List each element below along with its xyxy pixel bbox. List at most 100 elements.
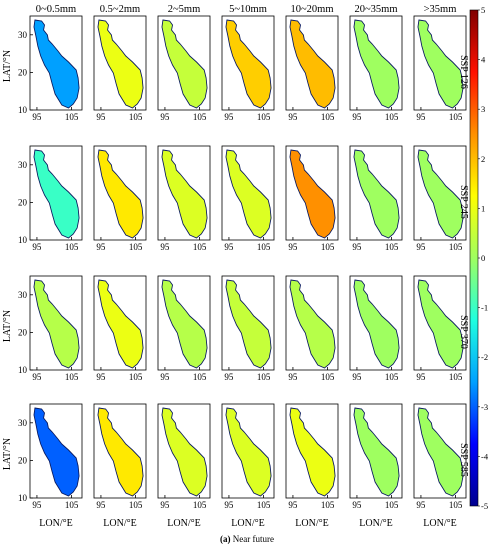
x-tick-label: 95 [288, 112, 298, 122]
x-tick-label: 105 [193, 372, 207, 382]
map-panel: 95 105 [93, 275, 147, 382]
x-tick-label: 95 [32, 372, 42, 382]
colorbar-tick-label: -1 [481, 303, 488, 313]
map-panel: 95 105 [93, 145, 147, 252]
y-axis-label: LAT/°N [2, 438, 13, 470]
x-tick-label: 105 [129, 242, 143, 252]
map-panel: 95 105 [285, 403, 339, 510]
column-label: 10~20mm [290, 4, 333, 15]
y-tick-label: 20 [18, 67, 28, 77]
y-tick-label: 10 [18, 105, 28, 115]
map-panel: 95 105 [349, 145, 403, 252]
x-axis-label: LON/°E [39, 518, 72, 529]
x-tick-label: 95 [352, 500, 362, 510]
x-tick-label: 95 [96, 372, 106, 382]
x-tick-label: 95 [224, 372, 234, 382]
x-tick-label: 105 [321, 112, 335, 122]
x-tick-label: 95 [160, 500, 170, 510]
map-panel: 95 105 [221, 275, 275, 382]
colorbar-tick-label: -2 [481, 352, 488, 362]
x-tick-label: 95 [416, 112, 426, 122]
row-label: SSP 126 [458, 55, 469, 89]
colorbar-tick-label: -5 [481, 501, 488, 511]
x-tick-label: 105 [321, 500, 335, 510]
x-tick-label: 95 [32, 112, 42, 122]
map-panel: 95 105 [285, 15, 339, 122]
map-panel: 10 20 30 95 105 [18, 403, 83, 510]
map-panel: 95 105 [413, 145, 467, 252]
colorbar-tick-label: 1 [481, 203, 485, 213]
column-labels: 0~0.5mm 0.5~2mm 2~5mm 5~10mm 10~20mm 20~35mm >… [36, 4, 457, 15]
x-axis-label: LON/°E [423, 518, 456, 529]
x-tick-label: 95 [352, 372, 362, 382]
column-label: 2~5mm [168, 4, 201, 15]
y-tick-label: 20 [18, 327, 28, 337]
map-panel: 95 105 [157, 403, 211, 510]
map-panel: 95 105 [413, 275, 467, 382]
x-tick-label: 105 [321, 242, 335, 252]
y-axis-labels: LAT/°N LAT/°N LAT/°N [2, 50, 13, 470]
x-tick-label: 95 [416, 500, 426, 510]
map-panel: 95 105 [221, 15, 275, 122]
row-labels: SSP 126 SSP 245 SSP 370 SSP 585 [458, 55, 469, 477]
caption-text: Near future [230, 534, 274, 544]
x-axis-labels: LON/°E LON/°E LON/°E LON/°E LON/°E LON/°E LON/… [39, 518, 456, 529]
map-panel: 95 105 [349, 403, 403, 510]
x-tick-label: 95 [96, 242, 106, 252]
map-panel: 10 20 30 95 105 [18, 15, 83, 122]
x-tick-label: 105 [385, 242, 399, 252]
x-tick-label: 105 [385, 500, 399, 510]
x-tick-label: 105 [65, 500, 79, 510]
x-tick-label: 105 [449, 500, 463, 510]
map-panel: 95 105 [285, 275, 339, 382]
x-tick-label: 95 [416, 372, 426, 382]
x-tick-label: 95 [160, 372, 170, 382]
y-tick-label: 30 [18, 290, 28, 300]
map-panel: 95 105 [221, 145, 275, 252]
colorbar-tick-label: 3 [481, 104, 485, 114]
caption-label: (a) [220, 534, 231, 544]
column-label: 0~0.5mm [36, 4, 76, 15]
x-tick-label: 105 [449, 112, 463, 122]
x-tick-label: 105 [193, 112, 207, 122]
y-tick-label: 30 [18, 160, 28, 170]
y-tick-label: 10 [18, 493, 28, 503]
x-tick-label: 105 [129, 112, 143, 122]
map-panel: 95 105 [413, 403, 467, 510]
figure-caption: (a) Near future [0, 534, 494, 544]
colorbar-tick-label: 5 [481, 5, 485, 15]
x-tick-label: 105 [65, 372, 79, 382]
x-tick-label: 95 [224, 500, 234, 510]
y-tick-label: 20 [18, 455, 28, 465]
x-axis-label: LON/°E [295, 518, 328, 529]
map-panel: 95 105 [349, 15, 403, 122]
x-tick-label: 95 [352, 112, 362, 122]
colorbar-tick-label: 2 [481, 154, 485, 164]
colorbar-tick-label: -3 [481, 402, 488, 412]
map-panel: 10 20 30 95 105 [18, 275, 83, 382]
x-tick-label: 95 [224, 112, 234, 122]
x-tick-label: 105 [257, 372, 271, 382]
y-axis-label: LAT/°N [2, 50, 13, 82]
x-tick-label: 105 [65, 112, 79, 122]
map-panel: 95 105 [157, 275, 211, 382]
x-tick-label: 105 [257, 500, 271, 510]
row-label: SSP 370 [458, 315, 469, 349]
y-tick-label: 30 [18, 418, 28, 428]
x-tick-label: 95 [160, 112, 170, 122]
map-panel: 95 105 [157, 145, 211, 252]
x-tick-label: 95 [32, 500, 42, 510]
x-tick-label: 105 [129, 372, 143, 382]
map-panel: 95 105 [413, 15, 467, 122]
column-label: 0.5~2mm [100, 4, 140, 15]
x-axis-label: LON/°E [359, 518, 392, 529]
map-panel: 95 105 [349, 275, 403, 382]
row-label: SSP 585 [458, 443, 469, 477]
x-tick-label: 105 [129, 500, 143, 510]
x-axis-label: LON/°E [231, 518, 264, 529]
row-label: SSP 245 [458, 185, 469, 219]
y-tick-label: 10 [18, 235, 28, 245]
x-tick-label: 95 [288, 500, 298, 510]
x-tick-label: 105 [449, 372, 463, 382]
